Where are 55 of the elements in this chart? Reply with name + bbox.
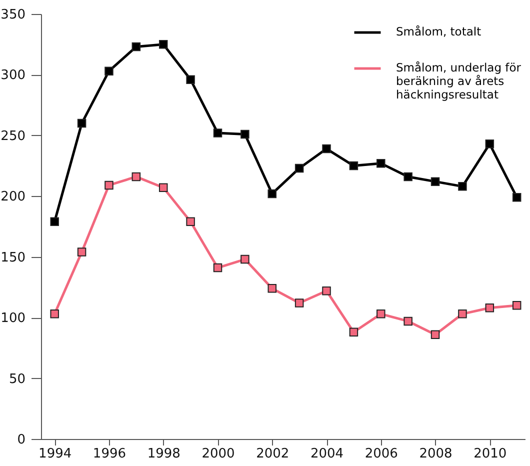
x-tick-label: 1998 xyxy=(147,446,180,462)
point xyxy=(186,217,195,226)
x-tick-label: 1994 xyxy=(38,446,72,462)
y-tick-label: 200 xyxy=(0,190,26,205)
point xyxy=(77,248,86,256)
point xyxy=(132,172,141,182)
point xyxy=(458,182,467,191)
point xyxy=(322,144,331,154)
y-tick-label: 150 xyxy=(0,250,26,266)
point xyxy=(158,183,168,192)
point xyxy=(186,75,195,84)
legend-label: Smålom, totalt xyxy=(396,24,482,38)
point xyxy=(268,189,276,198)
point xyxy=(268,284,276,293)
point xyxy=(77,118,86,128)
point xyxy=(213,128,222,138)
point xyxy=(485,140,494,148)
point xyxy=(294,298,304,308)
x-tick-label: 2004 xyxy=(310,446,344,462)
point xyxy=(104,180,114,190)
point xyxy=(50,310,59,318)
point xyxy=(458,310,467,318)
point xyxy=(512,301,522,310)
point xyxy=(213,263,222,272)
point xyxy=(512,192,522,202)
point xyxy=(485,303,494,312)
y-tick-label: 250 xyxy=(0,128,26,144)
point xyxy=(240,130,250,139)
x-tick-label: 2002 xyxy=(256,446,290,462)
point xyxy=(430,330,440,339)
point xyxy=(322,286,331,296)
point xyxy=(158,40,168,49)
point xyxy=(349,161,358,170)
x-tick-label: 2010 xyxy=(474,446,507,462)
point xyxy=(376,158,386,168)
point xyxy=(104,66,114,76)
point xyxy=(404,172,412,182)
x-tick-label: 2006 xyxy=(364,446,398,462)
point xyxy=(376,310,386,318)
y-tick-label: 0 xyxy=(17,432,26,448)
y-tick-label: 300 xyxy=(0,68,26,84)
point xyxy=(404,316,412,326)
y-tick-label: 350 xyxy=(0,8,26,22)
point xyxy=(132,42,141,52)
point xyxy=(240,254,250,264)
x-tick-label: 2008 xyxy=(419,446,452,462)
point xyxy=(349,328,358,337)
legend-label: Smålom, underlag för beräkning av årets häckningsresultat xyxy=(396,60,522,102)
point xyxy=(294,164,304,173)
point xyxy=(430,177,440,186)
y-tick-label: 100 xyxy=(0,311,26,326)
y-tick-label: 50 xyxy=(8,372,26,387)
x-tick-label: 1996 xyxy=(92,446,126,462)
point xyxy=(50,217,59,226)
x-tick-label: 2000 xyxy=(202,446,235,462)
